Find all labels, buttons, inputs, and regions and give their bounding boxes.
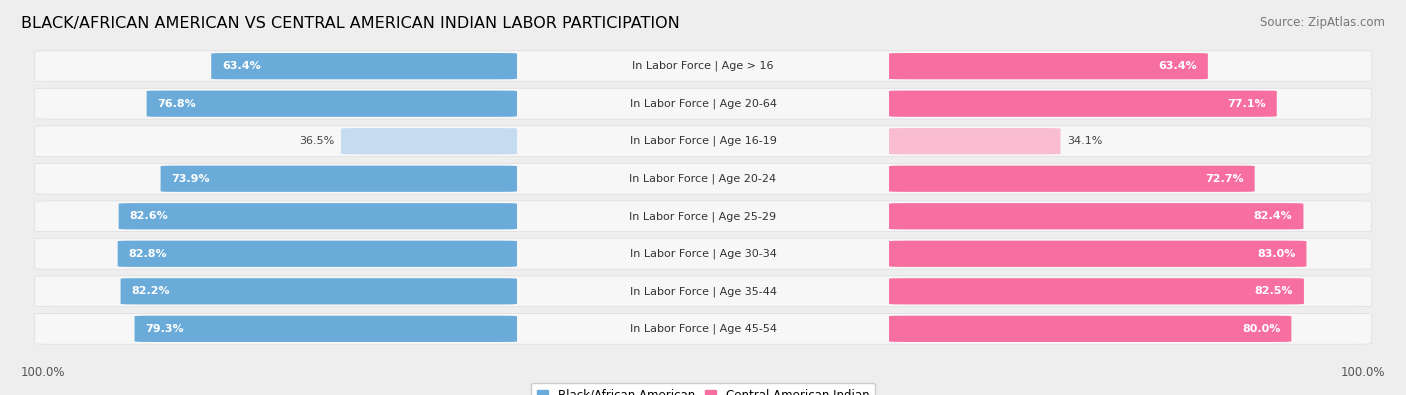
FancyBboxPatch shape xyxy=(889,316,1291,342)
Text: In Labor Force | Age 35-44: In Labor Force | Age 35-44 xyxy=(630,286,776,297)
Text: 82.8%: 82.8% xyxy=(129,249,167,259)
FancyBboxPatch shape xyxy=(889,241,1306,267)
FancyBboxPatch shape xyxy=(889,53,1208,79)
FancyBboxPatch shape xyxy=(889,166,1254,192)
Text: In Labor Force | Age 25-29: In Labor Force | Age 25-29 xyxy=(630,211,776,222)
FancyBboxPatch shape xyxy=(35,314,1371,344)
FancyBboxPatch shape xyxy=(118,241,517,267)
Text: 79.3%: 79.3% xyxy=(146,324,184,334)
Text: 80.0%: 80.0% xyxy=(1241,324,1281,334)
FancyBboxPatch shape xyxy=(35,88,1371,119)
Text: 63.4%: 63.4% xyxy=(1159,61,1197,71)
Text: In Labor Force | Age 30-34: In Labor Force | Age 30-34 xyxy=(630,248,776,259)
FancyBboxPatch shape xyxy=(118,203,517,229)
FancyBboxPatch shape xyxy=(160,166,517,192)
Text: 77.1%: 77.1% xyxy=(1227,99,1265,109)
Text: 82.2%: 82.2% xyxy=(132,286,170,296)
Text: In Labor Force | Age 20-64: In Labor Force | Age 20-64 xyxy=(630,98,776,109)
Text: 36.5%: 36.5% xyxy=(299,136,335,146)
Text: 82.5%: 82.5% xyxy=(1254,286,1294,296)
Text: 100.0%: 100.0% xyxy=(1340,366,1385,379)
FancyBboxPatch shape xyxy=(889,278,1303,305)
Text: 82.4%: 82.4% xyxy=(1254,211,1292,221)
FancyBboxPatch shape xyxy=(342,128,517,154)
Text: In Labor Force | Age > 16: In Labor Force | Age > 16 xyxy=(633,61,773,71)
Text: 63.4%: 63.4% xyxy=(222,61,262,71)
Text: Source: ZipAtlas.com: Source: ZipAtlas.com xyxy=(1260,16,1385,29)
Text: 76.8%: 76.8% xyxy=(157,99,197,109)
FancyBboxPatch shape xyxy=(146,90,517,117)
FancyBboxPatch shape xyxy=(35,126,1371,156)
Text: BLACK/AFRICAN AMERICAN VS CENTRAL AMERICAN INDIAN LABOR PARTICIPATION: BLACK/AFRICAN AMERICAN VS CENTRAL AMERIC… xyxy=(21,16,681,31)
Text: In Labor Force | Age 16-19: In Labor Force | Age 16-19 xyxy=(630,136,776,147)
FancyBboxPatch shape xyxy=(35,51,1371,81)
FancyBboxPatch shape xyxy=(889,203,1303,229)
Text: In Labor Force | Age 20-24: In Labor Force | Age 20-24 xyxy=(630,173,776,184)
FancyBboxPatch shape xyxy=(35,164,1371,194)
FancyBboxPatch shape xyxy=(889,90,1277,117)
Text: 34.1%: 34.1% xyxy=(1067,136,1102,146)
FancyBboxPatch shape xyxy=(35,201,1371,231)
FancyBboxPatch shape xyxy=(889,128,1060,154)
Legend: Black/African American, Central American Indian: Black/African American, Central American… xyxy=(530,383,876,395)
FancyBboxPatch shape xyxy=(35,239,1371,269)
FancyBboxPatch shape xyxy=(35,276,1371,307)
FancyBboxPatch shape xyxy=(211,53,517,79)
Text: 83.0%: 83.0% xyxy=(1257,249,1295,259)
Text: 82.6%: 82.6% xyxy=(129,211,169,221)
Text: 73.9%: 73.9% xyxy=(172,174,211,184)
Text: In Labor Force | Age 45-54: In Labor Force | Age 45-54 xyxy=(630,324,776,334)
FancyBboxPatch shape xyxy=(121,278,517,305)
FancyBboxPatch shape xyxy=(135,316,517,342)
Text: 72.7%: 72.7% xyxy=(1205,174,1244,184)
Text: 100.0%: 100.0% xyxy=(21,366,66,379)
